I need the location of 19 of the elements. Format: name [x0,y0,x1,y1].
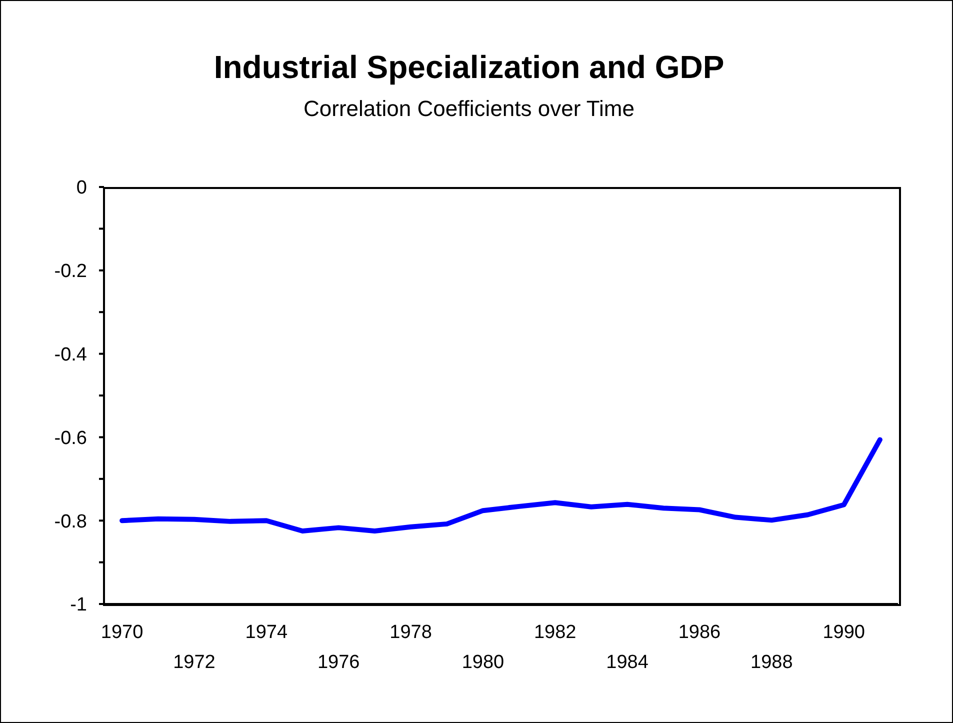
x-tick-label: 1988 [750,652,793,673]
x-tick-label: 1974 [245,622,288,643]
x-tick-label: 1972 [173,652,216,673]
y-tick-label: -1 [70,594,87,616]
x-tick-label: 1970 [100,622,144,643]
chart-title: Industrial Specialization and GDP [212,49,726,86]
x-tick-label: 1976 [317,652,360,673]
y-tick-label: -0.4 [54,344,88,366]
x-tick-label: 1978 [390,622,432,643]
x-tick-label: 1990 [822,622,866,643]
x-tick-label: 1986 [678,622,721,643]
chart-subtitle: Correlation Coefficients over Time [302,96,636,122]
y-tick-label: -0.6 [54,428,87,449]
y-tick-label: -0.8 [54,511,87,532]
x-tick-label: 1982 [534,622,576,643]
x-tick-label: 1980 [462,652,504,673]
x-tick-label: 1984 [606,652,649,673]
y-tick-label: -0.2 [54,261,87,282]
y-tick-label: 0 [76,178,87,199]
